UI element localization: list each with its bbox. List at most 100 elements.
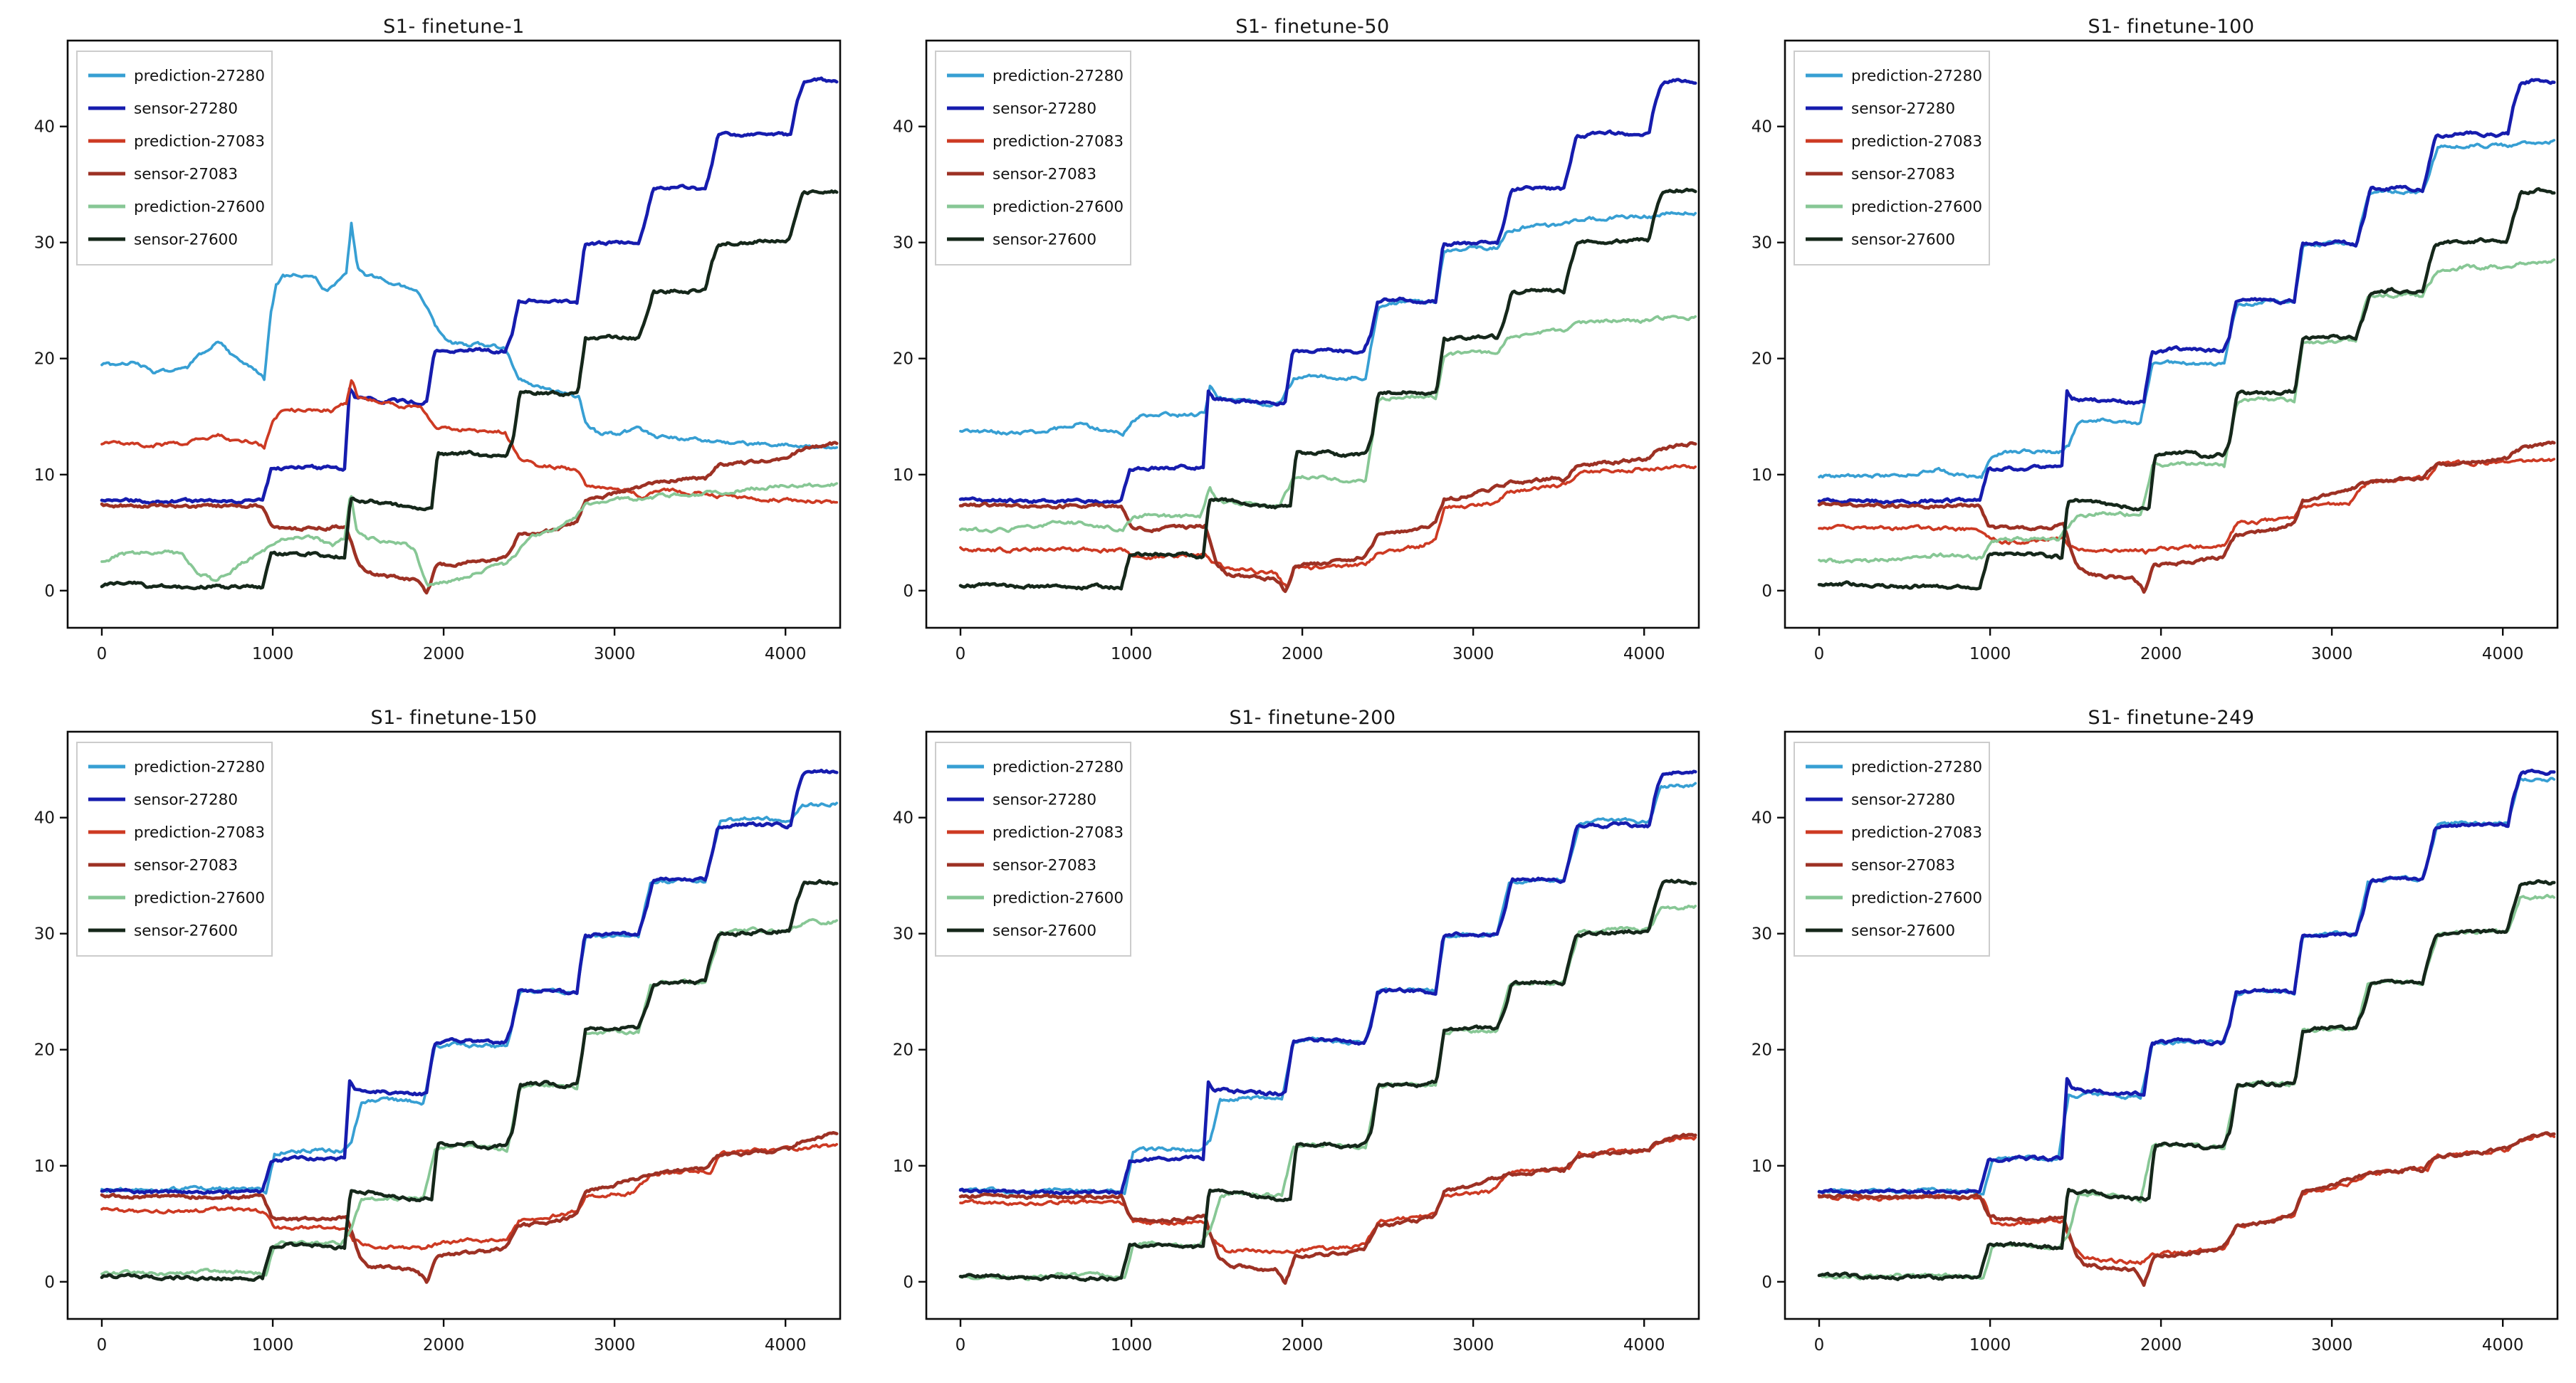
- y-axis: 0 10 20 30 40: [893, 809, 926, 1292]
- legend: prediction-27280 sensor-27280 prediction-2…: [1794, 742, 1990, 957]
- chart-canvas: 0 1000 2000 3000 4000 0 10 20 30 40 prediction-272…: [34, 39, 842, 663]
- x-tick-label: 3000: [1452, 645, 1494, 663]
- chart-canvas: 0 1000 2000 3000 4000 0 10 20 30 40 prediction-272…: [893, 730, 1700, 1355]
- legend-label: prediction-27280: [993, 759, 1124, 777]
- subplot-finetune-249: S1- finetune-249 0 1000 2000 3000 4000 0 10 20 3…: [1717, 691, 2576, 1382]
- legend-item-prediction-27280: prediction-27280: [88, 759, 265, 777]
- x-tick-label: 0: [955, 1336, 966, 1355]
- y-tick-label: 0: [1761, 582, 1772, 601]
- legend-item-sensor-27280: sensor-27280: [1806, 100, 1955, 118]
- legend-item-prediction-27083: prediction-27083: [88, 824, 265, 842]
- legend-label: prediction-27083: [993, 133, 1124, 151]
- y-tick-label: 0: [44, 1273, 55, 1292]
- y-tick-label: 10: [1752, 1157, 1772, 1176]
- x-tick-label: 0: [97, 645, 108, 663]
- legend-label: prediction-27280: [1851, 759, 1982, 777]
- legend-item-sensor-27600: sensor-27600: [88, 231, 238, 249]
- legend-item-prediction-27600: prediction-27600: [88, 199, 265, 216]
- y-axis: 0 10 20 30 40: [34, 809, 68, 1292]
- x-tick-label: 0: [1814, 645, 1825, 663]
- legend-label: sensor-27280: [1851, 792, 1955, 809]
- legend-label: sensor-27280: [993, 792, 1096, 809]
- series-sensor-27280: [100, 768, 839, 1195]
- chart-title: S1- finetune-249: [2088, 707, 2255, 729]
- subplot-finetune-50: S1- finetune-50 0 1000 2000 3000 4000 0 10 20 30…: [859, 0, 1717, 691]
- legend-item-sensor-27280: sensor-27280: [88, 100, 238, 118]
- x-tick-label: 2000: [1282, 1336, 1324, 1355]
- legend-label: sensor-27600: [134, 922, 238, 940]
- legend-label: prediction-27600: [993, 890, 1124, 908]
- legend-item-sensor-27083: sensor-27083: [947, 857, 1096, 875]
- y-axis: 0 10 20 30 40: [34, 118, 68, 601]
- series-sensor-27280: [958, 78, 1697, 505]
- series-prediction-27600: [100, 482, 839, 587]
- legend-label: sensor-27083: [134, 166, 238, 184]
- series-prediction-27600: [959, 315, 1697, 534]
- y-tick-label: 30: [1752, 925, 1772, 944]
- series-prediction-27083: [1818, 458, 2556, 555]
- series-sensor-27280: [1817, 78, 2556, 506]
- legend-item-prediction-27280: prediction-27280: [1806, 68, 1982, 85]
- y-tick-label: 0: [903, 582, 913, 601]
- x-tick-label: 1000: [1969, 1336, 2011, 1355]
- y-axis: 0 10 20 30 40: [1752, 118, 1785, 601]
- x-tick-label: 1000: [252, 1336, 294, 1355]
- x-axis: 0 1000 2000 3000 4000: [1814, 1319, 2523, 1355]
- subplot-finetune-1: S1- finetune-1 0 1000 2000 3000 4000 0 10 20 30 4…: [0, 0, 859, 691]
- series-sensor-27083: [958, 1132, 1697, 1285]
- legend-label: prediction-27083: [134, 824, 265, 842]
- x-tick-label: 2000: [1282, 645, 1324, 663]
- legend-label: prediction-27600: [134, 890, 265, 908]
- series-sensor-27600: [1817, 879, 2556, 1281]
- plot-series: [958, 769, 1697, 1285]
- x-axis: 0 1000 2000 3000 4000: [955, 1319, 1665, 1355]
- x-tick-label: 2000: [423, 1336, 465, 1355]
- legend-label: prediction-27600: [1851, 199, 1982, 216]
- x-tick-label: 3000: [2311, 645, 2353, 663]
- series-sensor-27600: [1817, 186, 2556, 591]
- plot-series: [1817, 78, 2556, 594]
- legend-label: prediction-27083: [993, 824, 1124, 842]
- legend-label: prediction-27083: [134, 133, 265, 151]
- axes-frame: [925, 730, 1700, 1320]
- x-tick-label: 4000: [765, 645, 807, 663]
- x-tick-label: 3000: [1452, 1336, 1494, 1355]
- series-sensor-27600: [958, 878, 1697, 1283]
- y-axis: 0 10 20 30 40: [893, 118, 926, 601]
- y-tick-label: 0: [44, 582, 55, 601]
- plot-series: [958, 78, 1697, 594]
- legend-label: prediction-27600: [134, 199, 265, 216]
- y-tick-label: 40: [1752, 118, 1772, 137]
- legend-label: prediction-27280: [134, 759, 265, 777]
- legend-item-prediction-27280: prediction-27280: [947, 759, 1124, 777]
- axes-frame: [66, 39, 842, 629]
- legend-label: prediction-27083: [1851, 824, 1982, 842]
- legend-item-prediction-27600: prediction-27600: [947, 199, 1124, 216]
- series-prediction-27083: [100, 379, 839, 505]
- legend-item-prediction-27280: prediction-27280: [947, 68, 1124, 85]
- legend-item-prediction-27083: prediction-27083: [947, 824, 1124, 842]
- legend-label: sensor-27083: [1851, 166, 1955, 184]
- legend-item-prediction-27600: prediction-27600: [1806, 199, 1982, 216]
- axes-frame: [66, 730, 842, 1320]
- y-tick-label: 0: [903, 1273, 913, 1292]
- legend-item-sensor-27280: sensor-27280: [1806, 792, 1955, 809]
- x-tick-label: 1000: [1111, 645, 1153, 663]
- x-tick-label: 4000: [1623, 645, 1665, 663]
- legend: prediction-27280 sensor-27280 prediction-2…: [76, 51, 273, 265]
- y-tick-label: 20: [34, 1041, 55, 1060]
- legend-label: sensor-27600: [1851, 922, 1955, 940]
- legend-item-sensor-27600: sensor-27600: [1806, 922, 1955, 940]
- axes-frame: [1784, 730, 2559, 1320]
- series-prediction-27280: [959, 211, 1697, 437]
- chart-title: S1- finetune-150: [370, 707, 538, 729]
- legend-item-prediction-27083: prediction-27083: [88, 133, 265, 151]
- legend: prediction-27280 sensor-27280 prediction-2…: [1794, 51, 1990, 265]
- legend-label: sensor-27280: [1851, 100, 1955, 118]
- series-prediction-27600: [100, 917, 839, 1277]
- legend-label: sensor-27600: [993, 231, 1096, 249]
- legend-item-prediction-27083: prediction-27083: [1806, 824, 1982, 842]
- x-tick-label: 1000: [1111, 1336, 1153, 1355]
- legend-item-sensor-27083: sensor-27083: [1806, 857, 1955, 875]
- y-tick-label: 30: [34, 234, 55, 253]
